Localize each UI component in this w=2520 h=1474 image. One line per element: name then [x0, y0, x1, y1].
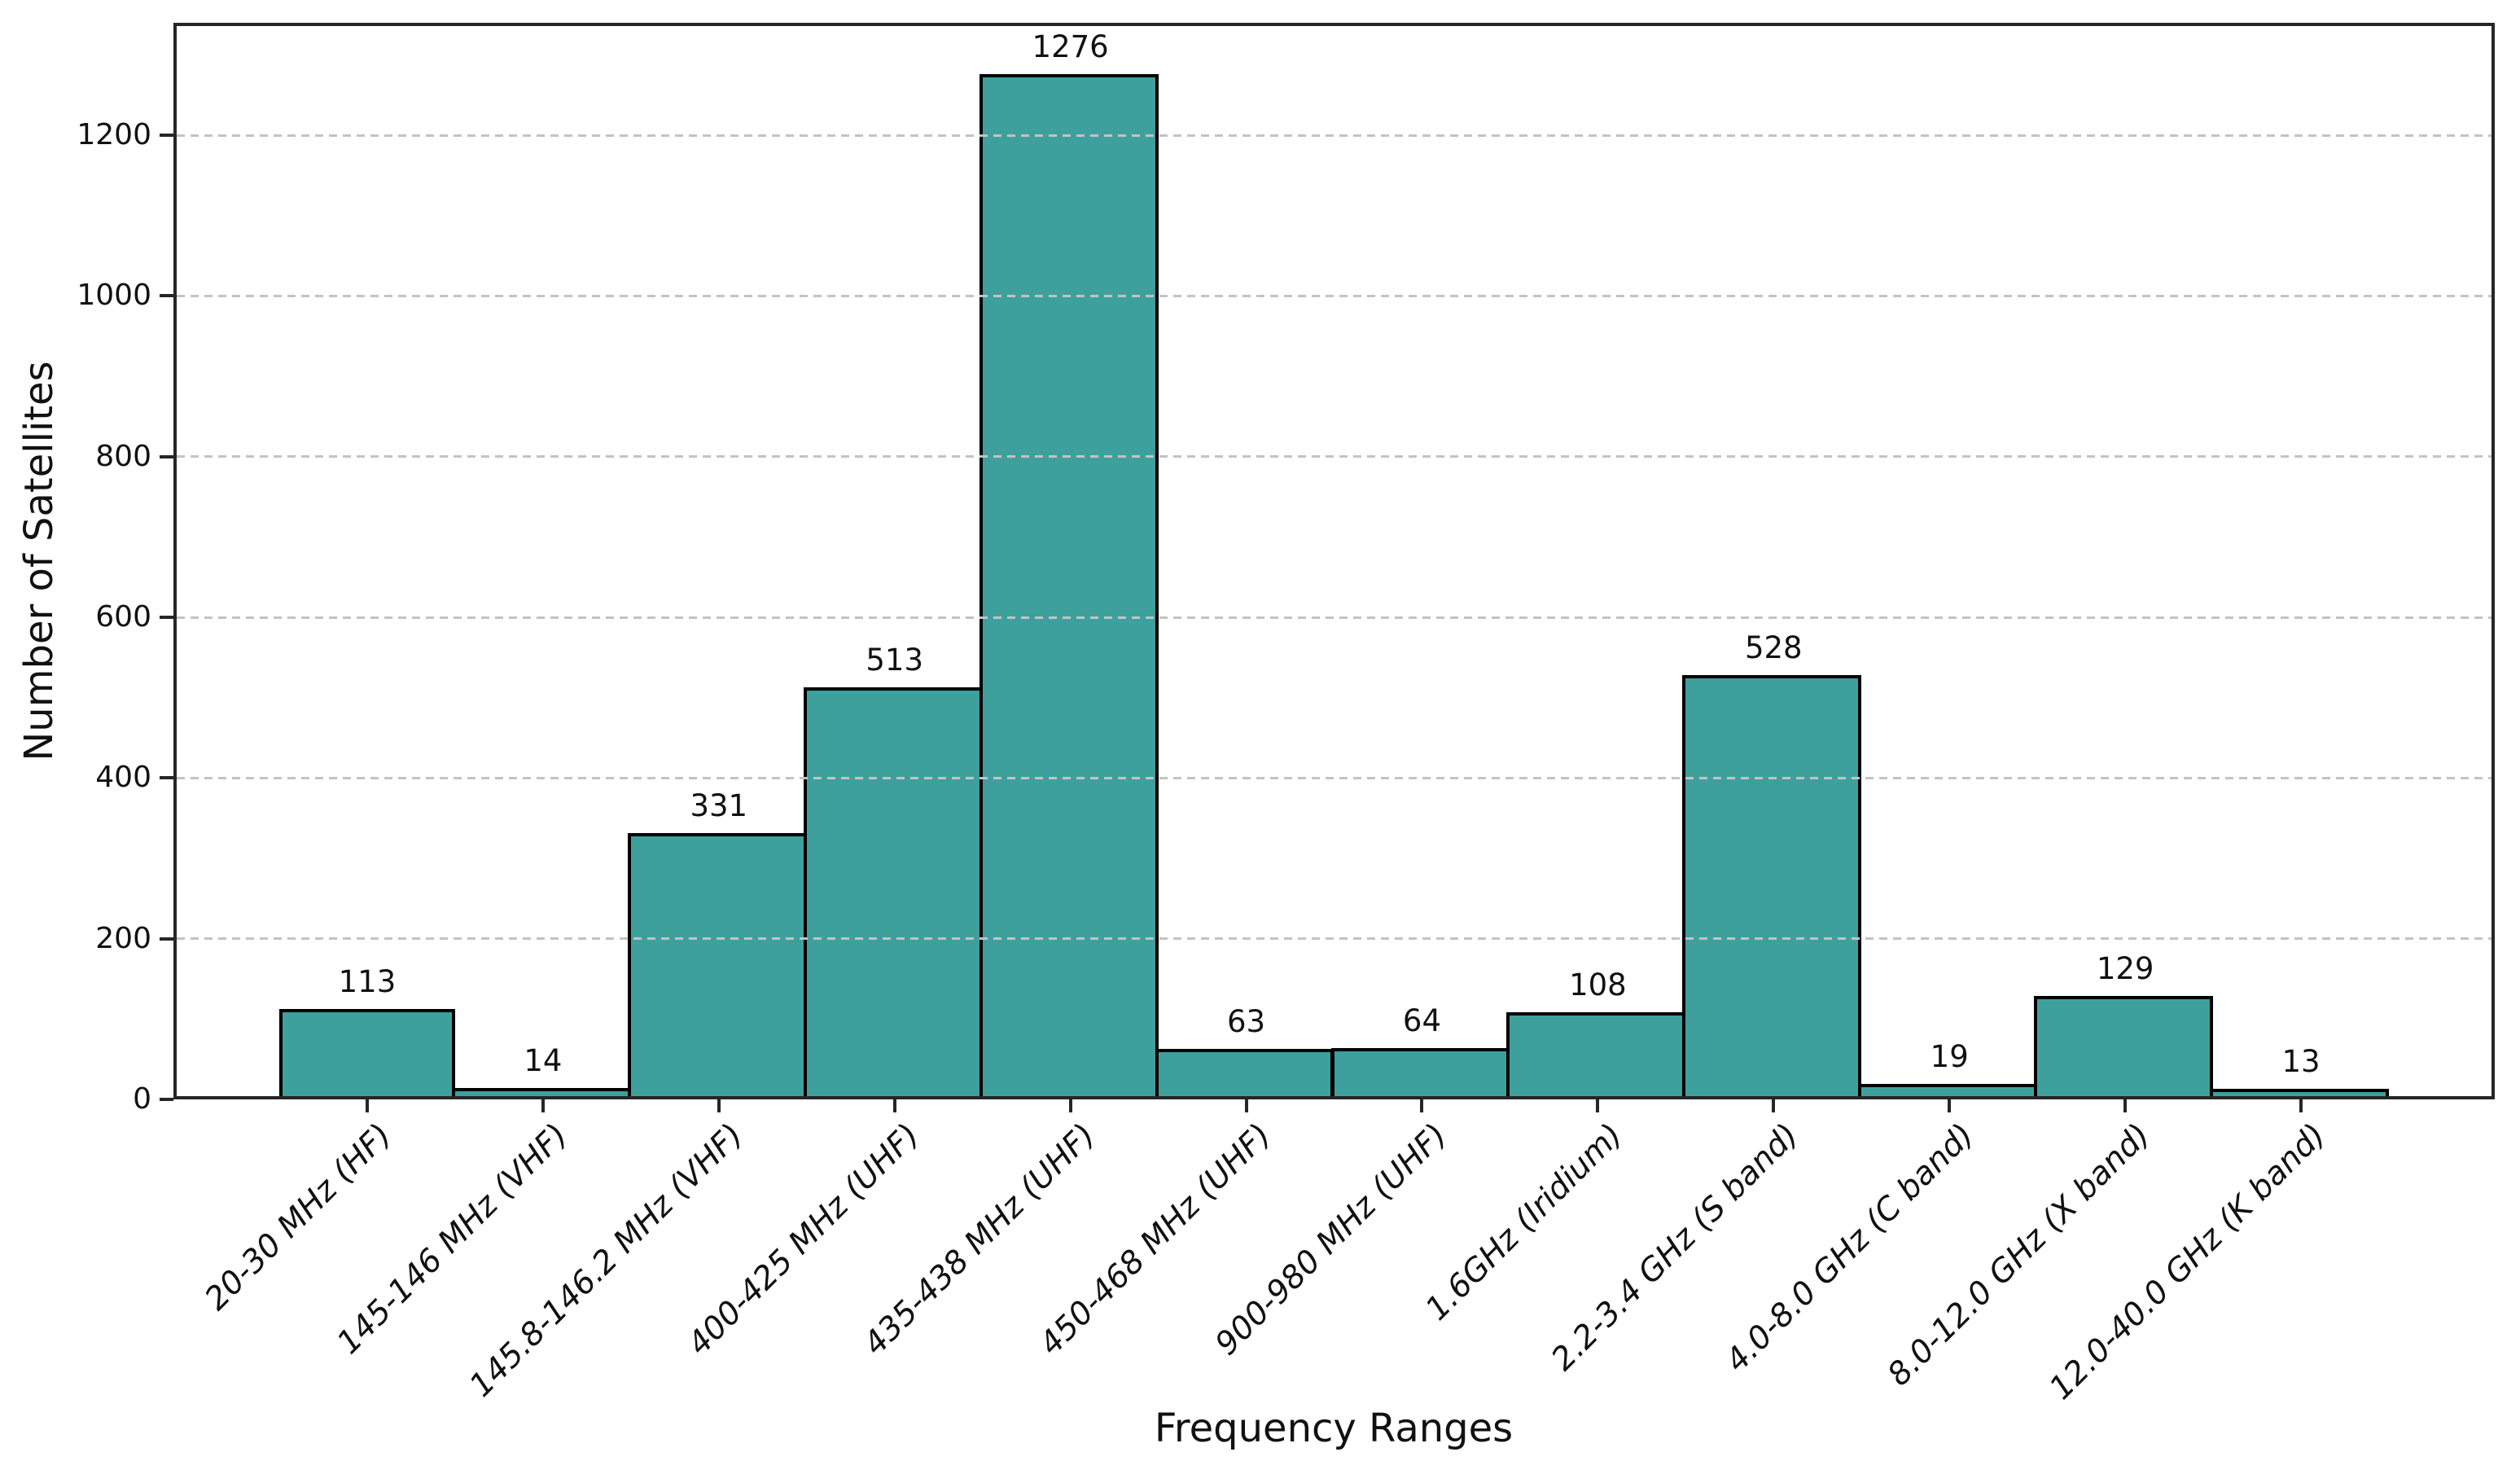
- bar: [1858, 1084, 2038, 1099]
- y-tick-mark: [160, 1098, 173, 1101]
- y-tick-label: 0: [133, 1082, 151, 1116]
- x-tick-mark: [2123, 1099, 2128, 1112]
- bar-value-label: 513: [866, 642, 924, 678]
- y-tick-mark: [160, 776, 173, 780]
- bar-value-label: 63: [1226, 1003, 1266, 1039]
- y-tick-label: 1000: [77, 279, 151, 313]
- bar-value-label: 331: [690, 788, 748, 824]
- y-tick-mark: [160, 294, 173, 298]
- y-gridline: [177, 134, 2492, 137]
- y-tick-mark: [160, 454, 173, 458]
- x-tick-mark: [1596, 1099, 1600, 1112]
- y-tick-label: 800: [95, 439, 151, 473]
- bar: [979, 74, 1159, 1099]
- x-tick-mark: [1420, 1099, 1424, 1112]
- x-tick-label: 20-30 MHz (HF): [198, 1116, 400, 1318]
- bar-value-label: 14: [524, 1043, 563, 1079]
- bar-value-label: 1276: [1032, 29, 1109, 65]
- y-tick-label: 200: [95, 921, 151, 955]
- y-axis-label: Number of Satellites: [16, 361, 62, 761]
- bar-value-label: 129: [2096, 950, 2154, 986]
- x-tick-mark: [1244, 1099, 1248, 1112]
- bar-value-label: 113: [338, 963, 397, 999]
- x-tick-mark: [717, 1099, 721, 1112]
- y-gridline: [177, 616, 2492, 619]
- bar: [803, 687, 983, 1099]
- x-axis-label: Frequency Ranges: [1154, 1406, 1514, 1451]
- x-tick-mark: [1772, 1099, 1776, 1112]
- bar: [1682, 675, 1862, 1099]
- bar: [1506, 1012, 1686, 1099]
- bar-value-label: 528: [1744, 630, 1803, 666]
- y-tick-label: 1200: [77, 118, 151, 152]
- x-tick-mark: [892, 1099, 896, 1112]
- y-tick-label: 600: [95, 600, 151, 634]
- x-tick-mark: [365, 1099, 369, 1112]
- bar: [451, 1088, 631, 1099]
- bar: [627, 833, 807, 1099]
- bar-value-label: 19: [1930, 1039, 1969, 1075]
- x-tick-mark: [1068, 1099, 1072, 1112]
- y-tick-mark: [160, 616, 173, 620]
- x-tick-mark: [1948, 1099, 1952, 1112]
- bar: [279, 1008, 455, 1099]
- y-gridline: [177, 776, 2492, 779]
- y-tick-mark: [160, 134, 173, 138]
- bar: [1155, 1048, 1335, 1099]
- x-tick-mark: [2299, 1099, 2303, 1112]
- x-tick-mark: [541, 1099, 545, 1112]
- bar-value-label: 108: [1569, 967, 1627, 1003]
- y-gridline: [177, 937, 2492, 941]
- bar: [1330, 1047, 1510, 1099]
- y-tick-label: 400: [95, 761, 151, 795]
- bar-value-label: 64: [1402, 1002, 1441, 1038]
- bar: [2210, 1089, 2389, 1099]
- bar-value-label: 13: [2281, 1044, 2321, 1080]
- y-tick-mark: [160, 937, 173, 941]
- y-gridline: [177, 294, 2492, 297]
- bar: [2034, 995, 2214, 1099]
- y-gridline: [177, 455, 2492, 458]
